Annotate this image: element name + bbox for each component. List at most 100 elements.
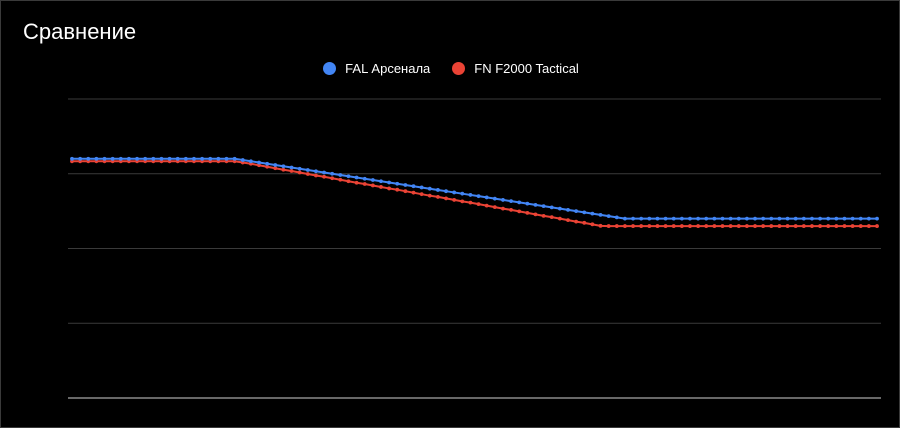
data-point[interactable] xyxy=(387,186,392,191)
data-point[interactable] xyxy=(346,179,351,184)
data-point[interactable] xyxy=(501,198,505,202)
data-point[interactable] xyxy=(769,216,774,221)
data-point[interactable] xyxy=(338,173,343,177)
data-point[interactable] xyxy=(574,209,579,214)
data-point[interactable] xyxy=(614,224,619,228)
data-point[interactable] xyxy=(248,159,253,164)
data-point[interactable] xyxy=(566,218,570,222)
data-point[interactable] xyxy=(679,216,684,221)
data-point[interactable] xyxy=(484,203,489,208)
data-point[interactable] xyxy=(623,224,627,228)
data-point[interactable] xyxy=(257,163,261,168)
data-point[interactable] xyxy=(810,224,814,228)
data-point[interactable] xyxy=(175,156,180,161)
data-point[interactable] xyxy=(192,156,196,161)
data-point[interactable] xyxy=(127,156,131,161)
data-point[interactable] xyxy=(631,216,635,221)
data-point[interactable] xyxy=(102,156,107,161)
legend-item-f2000[interactable]: FN F2000 Tactical xyxy=(452,61,579,76)
data-point[interactable] xyxy=(509,199,513,204)
data-point[interactable] xyxy=(574,219,579,224)
data-point[interactable] xyxy=(216,156,221,161)
data-point[interactable] xyxy=(850,224,855,228)
data-point[interactable] xyxy=(736,224,741,228)
data-point[interactable] xyxy=(476,202,481,207)
data-point[interactable] xyxy=(492,196,497,201)
data-point[interactable] xyxy=(411,184,416,189)
data-point[interactable] xyxy=(143,156,148,161)
data-point[interactable] xyxy=(297,170,302,175)
data-point[interactable] xyxy=(224,156,229,161)
data-point[interactable] xyxy=(338,177,343,182)
data-point[interactable] xyxy=(427,193,432,198)
data-point[interactable] xyxy=(598,223,603,228)
data-point[interactable] xyxy=(346,174,351,179)
data-point[interactable] xyxy=(444,189,448,194)
data-point[interactable] xyxy=(769,224,774,228)
data-point[interactable] xyxy=(436,188,440,192)
data-point[interactable] xyxy=(842,224,847,228)
data-point[interactable] xyxy=(655,216,660,221)
data-point[interactable] xyxy=(354,175,359,180)
data-point[interactable] xyxy=(761,224,766,228)
data-point[interactable] xyxy=(110,156,115,161)
data-point[interactable] xyxy=(801,224,806,228)
data-point[interactable] xyxy=(78,156,83,161)
data-point[interactable] xyxy=(834,224,839,228)
data-point[interactable] xyxy=(411,190,416,195)
data-point[interactable] xyxy=(671,216,676,221)
data-point[interactable] xyxy=(549,215,554,220)
data-point[interactable] xyxy=(501,206,505,211)
data-point[interactable] xyxy=(395,187,400,192)
data-point[interactable] xyxy=(582,220,587,225)
data-point[interactable] xyxy=(875,216,879,221)
data-point[interactable] xyxy=(590,222,595,227)
data-point[interactable] xyxy=(826,216,831,221)
data-point[interactable] xyxy=(606,224,611,228)
data-point[interactable] xyxy=(444,196,448,201)
data-point[interactable] xyxy=(818,224,822,228)
data-point[interactable] xyxy=(842,216,847,221)
data-point[interactable] xyxy=(94,156,99,161)
data-point[interactable] xyxy=(688,216,692,221)
data-point[interactable] xyxy=(460,199,465,204)
data-point[interactable] xyxy=(598,212,603,217)
data-point[interactable] xyxy=(663,224,668,228)
data-point[interactable] xyxy=(419,192,424,197)
data-point[interactable] xyxy=(655,224,660,228)
data-point[interactable] xyxy=(541,204,546,209)
data-point[interactable] xyxy=(208,156,213,161)
data-point[interactable] xyxy=(297,166,302,171)
data-point[interactable] xyxy=(330,176,335,181)
data-point[interactable] xyxy=(525,210,530,215)
data-point[interactable] xyxy=(785,216,790,221)
data-point[interactable] xyxy=(826,224,831,228)
data-point[interactable] xyxy=(631,224,635,228)
data-point[interactable] xyxy=(785,224,790,228)
data-point[interactable] xyxy=(167,156,172,161)
data-point[interactable] xyxy=(460,191,465,196)
data-point[interactable] xyxy=(744,224,749,228)
data-point[interactable] xyxy=(517,209,522,214)
data-point[interactable] xyxy=(736,216,741,221)
data-point[interactable] xyxy=(533,202,538,207)
data-point[interactable] xyxy=(866,216,871,221)
data-point[interactable] xyxy=(289,169,294,173)
data-point[interactable] xyxy=(183,156,188,161)
data-point[interactable] xyxy=(517,200,522,205)
data-point[interactable] xyxy=(704,224,709,228)
data-point[interactable] xyxy=(614,215,619,220)
data-point[interactable] xyxy=(728,216,733,221)
data-point[interactable] xyxy=(492,205,497,210)
data-point[interactable] xyxy=(240,158,245,162)
data-point[interactable] xyxy=(818,216,822,221)
data-point[interactable] xyxy=(476,194,481,199)
data-point[interactable] xyxy=(289,165,294,170)
data-point[interactable] xyxy=(639,224,644,228)
data-point[interactable] xyxy=(330,171,335,176)
data-point[interactable] xyxy=(777,216,782,221)
data-point[interactable] xyxy=(696,224,701,228)
data-point[interactable] xyxy=(370,178,375,182)
data-point[interactable] xyxy=(679,224,684,228)
data-point[interactable] xyxy=(427,186,432,191)
